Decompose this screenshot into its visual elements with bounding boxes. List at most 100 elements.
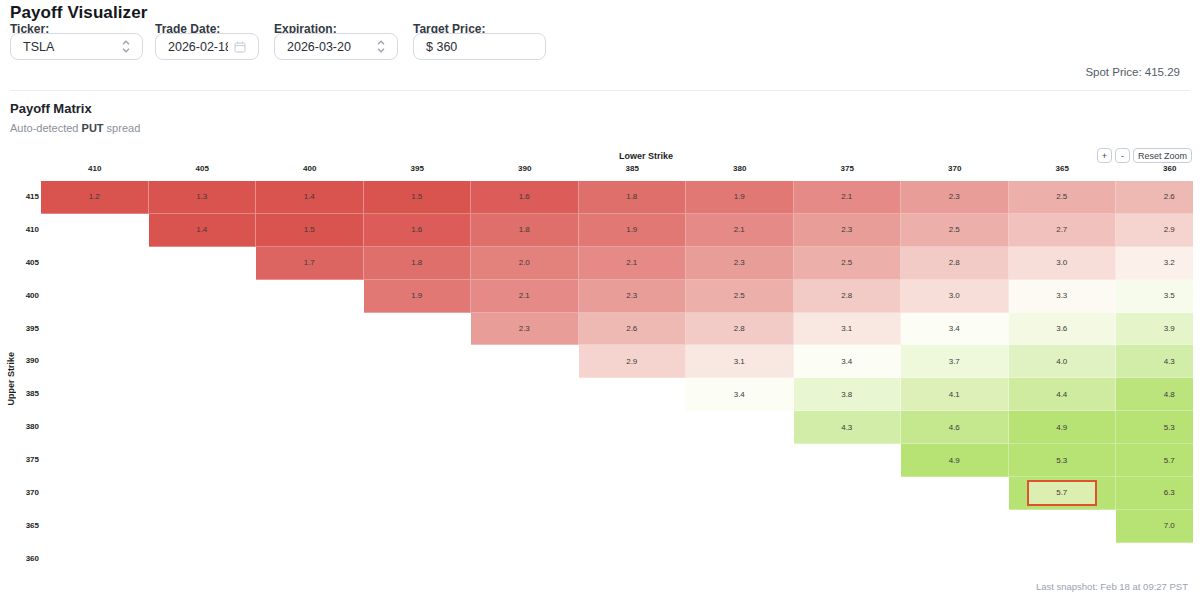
heatmap-cell[interactable]: 2.9 [579,345,687,378]
row-label: 410 [0,214,39,247]
trade-date-input[interactable] [155,33,259,60]
heatmap-cell[interactable]: 2.5 [1009,181,1117,214]
column-label: 365 [1009,164,1117,173]
heatmap-cell [41,444,149,477]
heatmap-cell [794,477,902,510]
heatmap-cell[interactable]: 4.9 [901,444,1009,477]
heatmap-cell[interactable]: 3.3 [1009,280,1117,313]
heatmap-cell[interactable]: 1.8 [364,247,472,280]
row-label: 380 [0,411,39,444]
heatmap-cell[interactable]: 4.6 [901,411,1009,444]
heatmap-cell[interactable]: 4.4 [1009,378,1117,411]
heatmap-cell[interactable]: 1.5 [364,181,472,214]
heatmap-cell[interactable]: 1.4 [256,181,364,214]
heatmap-cell[interactable]: 4.0 [1009,345,1117,378]
heatmap-cell[interactable]: 3.0 [901,280,1009,313]
expiration-select[interactable] [274,33,398,60]
heatmap-cell[interactable]: 2.1 [686,214,794,247]
spot-price: Spot Price: 415.29 [1085,66,1180,78]
zoom-in-button[interactable]: + [1097,148,1112,163]
heatmap-cell[interactable]: 1.3 [149,181,257,214]
heatmap-cell[interactable]: 2.3 [579,280,687,313]
heatmap-cell[interactable]: 3.4 [901,313,1009,346]
heatmap-cell[interactable]: 2.3 [794,214,902,247]
heatmap-cell [686,411,794,444]
heatmap-cell[interactable]: 2.8 [686,313,794,346]
zoom-out-button[interactable]: - [1115,148,1130,163]
heatmap-cell[interactable]: 2.3 [471,313,579,346]
heatmap-cell [364,378,472,411]
heatmap-cell[interactable]: 3.7 [901,345,1009,378]
heatmap-cell[interactable]: 1.4 [149,214,257,247]
heatmap-cell[interactable]: 1.9 [364,280,472,313]
reset-zoom-button[interactable]: Reset Zoom [1133,148,1192,163]
heatmap-cell [901,543,1009,576]
heatmap-cell[interactable]: 2.6 [1116,181,1193,214]
heatmap-cell[interactable]: 5.3 [1116,411,1193,444]
ticker-value[interactable] [23,40,116,54]
heatmap-cell [471,510,579,543]
payoff-heatmap: + - Reset Zoom Lower Strike Upper Strike… [0,148,1200,578]
heatmap-cell[interactable]: 3.8 [794,378,902,411]
heatmap-cell[interactable]: 2.5 [901,214,1009,247]
heatmap-cell[interactable]: 2.9 [1116,214,1193,247]
heatmap-cell[interactable]: 3.4 [686,378,794,411]
ticker-select[interactable] [10,33,143,60]
heatmap-cell[interactable]: 3.9 [1116,313,1193,346]
heatmap-cell[interactable]: 4.9 [1009,411,1117,444]
heatmap-cell[interactable]: 2.5 [686,280,794,313]
heatmap-cell [256,378,364,411]
row-label: 360 [0,543,39,576]
heatmap-cell [579,378,687,411]
heatmap-cell[interactable]: 2.1 [471,280,579,313]
heatmap-cell[interactable]: 3.4 [794,345,902,378]
target-price-input[interactable] [413,33,546,60]
heatmap-cell[interactable]: 2.6 [579,313,687,346]
heatmap-cell [41,543,149,576]
heatmap-cell[interactable]: 1.9 [686,181,794,214]
heatmap-cell [149,510,257,543]
heatmap-cell[interactable]: 1.8 [471,214,579,247]
target-price-value[interactable] [426,40,533,54]
heatmap-cell[interactable]: 4.1 [901,378,1009,411]
heatmap-cell[interactable]: 1.9 [579,214,687,247]
heatmap-cell [41,510,149,543]
heatmap-cell[interactable]: 2.0 [471,247,579,280]
heatmap-cell[interactable]: 2.7 [1009,214,1117,247]
heatmap-cell [1009,543,1117,576]
heatmap-cell [41,214,149,247]
heatmap-cell[interactable]: 1.5 [256,214,364,247]
heatmap-cell[interactable]: 4.3 [1116,345,1193,378]
heatmap-cell[interactable]: 5.7 [1009,477,1117,510]
heatmap-cell[interactable]: 3.2 [1116,247,1193,280]
heatmap-cell[interactable]: 4.3 [794,411,902,444]
column-label: 370 [901,164,1009,173]
heatmap-cell[interactable]: 1.6 [471,181,579,214]
heatmap-cell[interactable]: 2.3 [901,181,1009,214]
x-axis-title: Lower Strike [619,151,673,161]
select-spinner-icon [377,40,385,53]
heatmap-cell[interactable]: 1.2 [41,181,149,214]
heatmap-cell [471,444,579,477]
heatmap-cell[interactable]: 2.1 [794,181,902,214]
heatmap-cell[interactable]: 2.1 [579,247,687,280]
heatmap-cell[interactable]: 2.5 [794,247,902,280]
heatmap-cell[interactable]: 5.3 [1009,444,1117,477]
heatmap-cell[interactable]: 3.1 [686,345,794,378]
heatmap-cell[interactable]: 2.8 [901,247,1009,280]
heatmap-cell[interactable]: 7.0 [1116,510,1193,543]
heatmap-cell[interactable]: 3.1 [794,313,902,346]
expiration-value[interactable] [287,40,371,54]
heatmap-cell[interactable]: 4.8 [1116,378,1193,411]
heatmap-cell[interactable]: 2.8 [794,280,902,313]
trade-date-value[interactable] [168,40,228,54]
heatmap-cell[interactable]: 1.8 [579,181,687,214]
heatmap-cell[interactable]: 1.6 [364,214,472,247]
heatmap-cell[interactable]: 3.6 [1009,313,1117,346]
heatmap-cell[interactable]: 6.3 [1116,477,1193,510]
heatmap-cell[interactable]: 3.5 [1116,280,1193,313]
heatmap-cell[interactable]: 5.7 [1116,444,1193,477]
heatmap-cell[interactable]: 1.7 [256,247,364,280]
heatmap-cell[interactable]: 3.0 [1009,247,1117,280]
heatmap-cell[interactable]: 2.3 [686,247,794,280]
